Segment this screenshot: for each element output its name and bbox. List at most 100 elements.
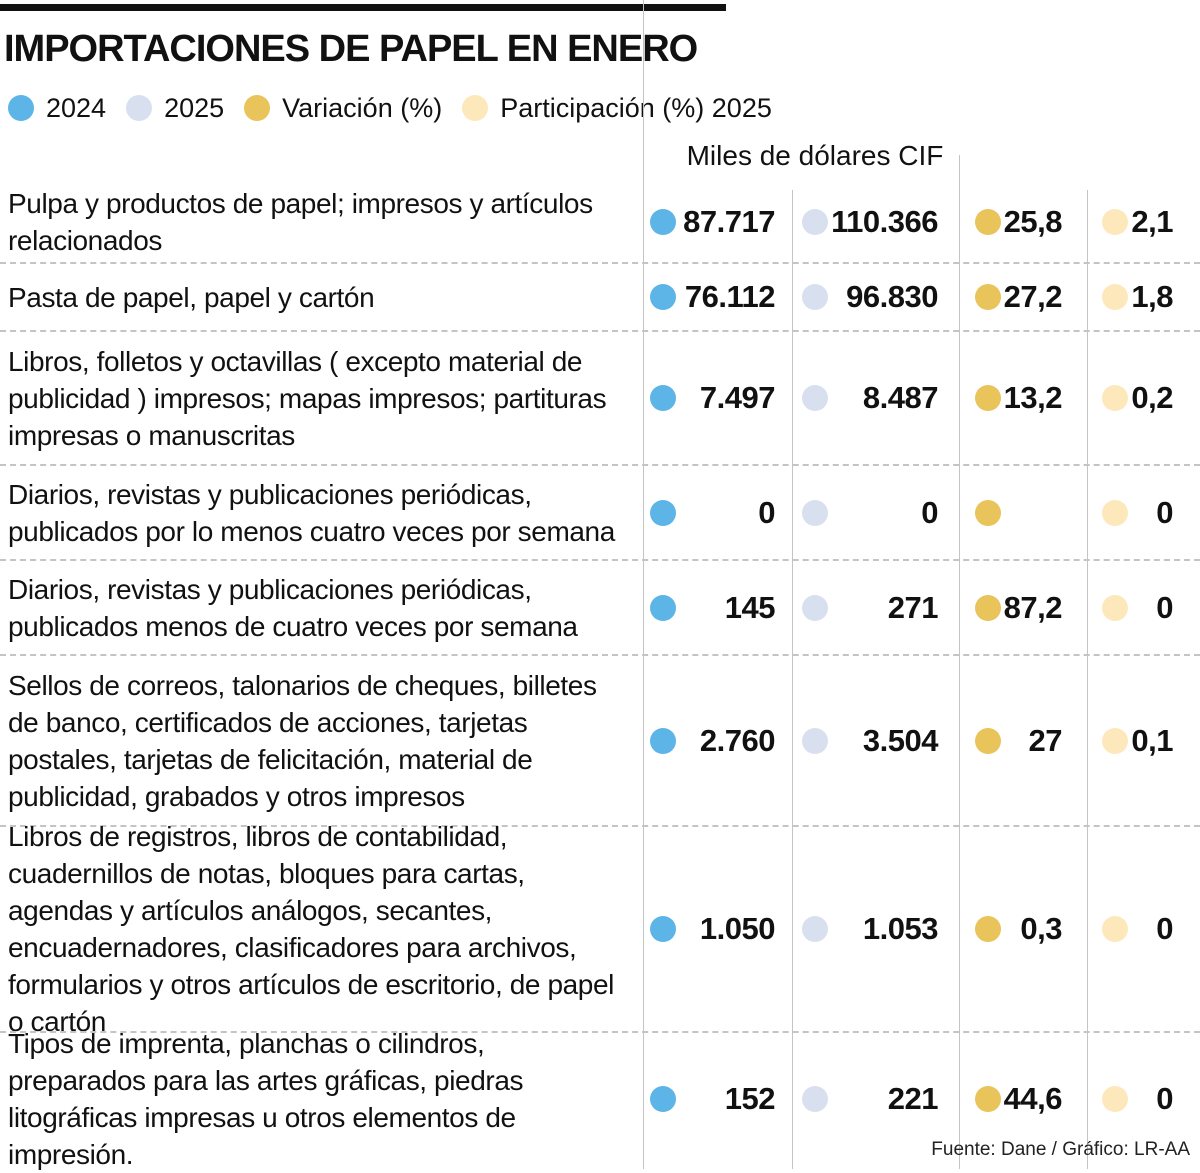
value-cell: 145 <box>650 560 776 655</box>
series-dot <box>802 284 828 310</box>
legend-label: 2025 <box>164 92 225 123</box>
legend-label: Participación (%) 2025 <box>500 92 772 123</box>
value-label: 0 <box>1156 494 1173 530</box>
series-dot <box>975 594 1001 621</box>
value-label: 0 <box>1156 589 1173 625</box>
row-label: Libros, folletos y octavillas ( excepto … <box>8 331 628 465</box>
value-cell: 0 <box>1102 826 1173 1032</box>
value-cell: 44,6 <box>975 1032 1063 1165</box>
column-divider <box>1087 190 1088 1169</box>
unit-header: Miles de dólares CIF <box>686 140 944 171</box>
value-cell: 0 <box>650 465 775 560</box>
series-dot <box>975 499 1001 526</box>
value-cell: 76.112 <box>650 263 776 331</box>
value-cell: 271 <box>802 560 939 655</box>
value-label: 2.760 <box>699 722 776 758</box>
row-label: Pulpa y productos de papel; impresos y a… <box>8 180 628 263</box>
row-label-text: Pasta de papel, papel y cartón <box>8 281 375 313</box>
row-separator <box>0 330 1200 332</box>
column-divider <box>792 190 793 1169</box>
table-row: Diarios, revistas y publicaciones periód… <box>0 465 1200 561</box>
row-separator <box>0 654 1200 656</box>
value-label: 110.366 <box>831 203 938 239</box>
value-cell: 3.504 <box>802 655 939 826</box>
table-row: Tipos de imprenta, planchas o cilindros,… <box>0 1028 1200 1170</box>
value-cell <box>975 465 1062 560</box>
series-dot <box>650 727 676 754</box>
series-dot <box>975 284 1001 310</box>
value-cell: 0,2 <box>1102 331 1173 465</box>
value-cell: 110.366 <box>802 180 938 263</box>
series-dot <box>802 594 828 621</box>
value-cell: 0 <box>1102 465 1173 560</box>
value-cell: 0 <box>1102 1032 1173 1165</box>
series-dot <box>650 499 676 526</box>
value-label: 44,6 <box>1003 1080 1063 1116</box>
table-row: Pulpa y productos de papel; impresos y a… <box>0 180 1200 264</box>
value-label: 1.053 <box>862 911 939 946</box>
value-cell: 0,1 <box>1102 655 1173 826</box>
series-dot <box>1102 385 1128 411</box>
column-divider <box>959 155 960 1169</box>
row-label-text: Diarios, revistas y publicaciones periód… <box>8 573 578 642</box>
value-label: 0,1 <box>1131 722 1173 758</box>
value-label: 27 <box>1028 722 1063 758</box>
value-label: 87.717 <box>683 203 775 239</box>
series-dot <box>802 916 828 942</box>
series-dot <box>802 1085 828 1112</box>
value-cell: 221 <box>802 1032 939 1165</box>
series-dot <box>1102 1085 1128 1112</box>
series-dot <box>1102 499 1128 526</box>
series-dot <box>1102 284 1128 310</box>
series-dot <box>975 727 1001 754</box>
value-cell: 1,8 <box>1102 263 1173 331</box>
row-label-text: Diarios, revistas y publicaciones periód… <box>8 478 615 547</box>
legend: 2024 2025 Variación (%) Participación (%) 2… <box>8 88 792 128</box>
legend-dot <box>244 95 271 121</box>
legend-item: 2025 <box>126 93 224 124</box>
legend-dot <box>462 95 489 121</box>
value-label: 25,8 <box>1003 203 1063 239</box>
value-label: 27,2 <box>1003 279 1063 314</box>
value-label: 0 <box>1156 1080 1173 1116</box>
series-dot <box>650 1085 676 1112</box>
legend-item: Variación (%) <box>244 93 442 124</box>
series-dot <box>650 916 676 942</box>
legend-item: Participación (%) 2025 <box>462 93 772 124</box>
value-label: 7.497 <box>699 380 776 415</box>
legend-item: 2024 <box>8 93 106 124</box>
value-cell: 7.497 <box>650 331 776 465</box>
legend-dot <box>8 95 34 121</box>
row-separator <box>0 825 1200 827</box>
value-label: 1.050 <box>699 911 776 946</box>
value-cell: 8.487 <box>802 331 939 465</box>
value-label: 2,1 <box>1131 203 1173 239</box>
row-label-text: Libros de registros, libros de contabili… <box>8 821 614 1037</box>
value-cell: 96.830 <box>802 263 938 331</box>
series-dot <box>1102 594 1128 621</box>
value-label: 0 <box>921 494 938 530</box>
series-dot <box>1102 916 1128 942</box>
row-label: Pasta de papel, papel y cartón <box>8 263 628 331</box>
value-cell: 2.760 <box>650 655 776 826</box>
chart-title: IMPORTACIONES DE PAPEL EN ENERO <box>4 28 698 70</box>
table-row: Pasta de papel, papel y cartón 76.112 96.8… <box>0 263 1200 332</box>
value-cell: 0 <box>802 465 938 560</box>
row-label-text: Sellos de correos, talonarios de cheques… <box>8 669 597 812</box>
column-divider <box>643 0 644 1169</box>
value-cell: 27,2 <box>975 263 1063 331</box>
value-label: 8.487 <box>862 380 939 415</box>
value-cell: 87,2 <box>975 560 1063 655</box>
row-label-text: Tipos de imprenta, planchas o cilindros,… <box>8 1027 524 1170</box>
top-rule <box>0 4 726 11</box>
row-label: Diarios, revistas y publicaciones periód… <box>8 560 628 655</box>
row-label: Tipos de imprenta, planchas o cilindros,… <box>8 1028 628 1170</box>
value-cell: 87.717 <box>650 180 775 263</box>
series-dot <box>975 916 1001 942</box>
legend-label: Variación (%) <box>282 92 443 123</box>
row-label: Sellos de correos, talonarios de cheques… <box>8 655 628 826</box>
row-separator <box>0 1031 1200 1033</box>
value-cell: 0 <box>1102 560 1173 655</box>
value-label: 145 <box>724 589 776 625</box>
